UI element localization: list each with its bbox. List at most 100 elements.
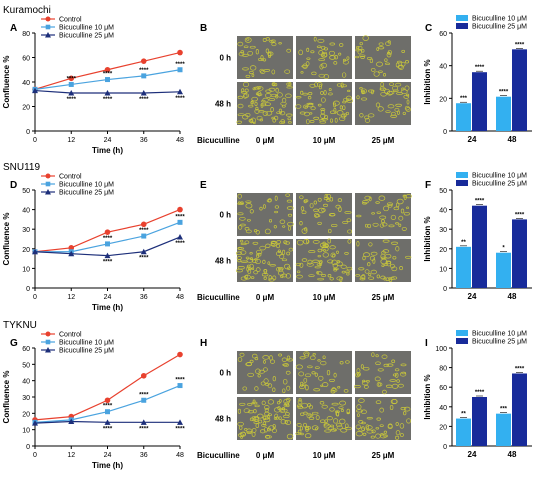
data-point: [140, 221, 147, 228]
legend-swatch: [456, 23, 468, 29]
legend-label: Bicuculline 10 μM: [59, 182, 114, 189]
cell-outline: [380, 219, 385, 224]
x-tick-label: 24: [104, 294, 112, 301]
cell-outline: [251, 353, 258, 359]
cell-outline: [356, 214, 362, 218]
cell-outline: [263, 360, 266, 364]
micrograph-image: [355, 82, 411, 125]
data-point: [140, 419, 147, 425]
cell-outline: [360, 55, 365, 59]
legend-marker: [45, 32, 51, 38]
cell-outline: [308, 416, 315, 420]
cell-outline: [256, 253, 260, 259]
x-axis-title: Time (h): [92, 461, 123, 470]
cell-outline: [372, 258, 376, 264]
dose-column-label: 25 μM: [372, 136, 395, 145]
cell-outline: [342, 220, 349, 224]
cell-outline: [305, 238, 309, 244]
significance-label: ****: [103, 97, 113, 103]
legend-swatch: [456, 338, 468, 344]
cell-outline: [306, 57, 311, 60]
cell-outline: [364, 195, 371, 201]
cell-outline: [285, 193, 290, 197]
cell-outline: [261, 423, 267, 427]
cell-outline: [356, 413, 360, 417]
x-tick-label: 0: [33, 294, 37, 301]
cell-outline: [343, 113, 347, 118]
cell-outline: [271, 428, 277, 434]
cell-outline: [295, 104, 302, 109]
cell-outline: [250, 276, 255, 279]
micrograph-image: [355, 36, 411, 79]
cell-outline: [286, 251, 291, 256]
cell-outline: [368, 273, 372, 277]
cell-outline: [329, 277, 334, 281]
cell-outline: [361, 421, 366, 425]
cell-outline: [237, 202, 244, 205]
cell-outline: [303, 351, 310, 356]
cell-outline: [338, 406, 344, 409]
cell-outline: [313, 208, 319, 212]
cell-outline: [401, 61, 406, 67]
cell-outline: [300, 206, 305, 211]
cell-outline: [270, 240, 277, 245]
cell-outline: [375, 102, 381, 108]
cell-outline: [262, 367, 268, 372]
cell-outline: [240, 223, 246, 227]
cell-outline: [299, 426, 303, 431]
x-tick-label: 12: [67, 137, 75, 144]
micrograph-cell: [236, 81, 293, 125]
cell-outline: [286, 85, 293, 89]
cell-outline: [389, 379, 397, 382]
y-tick-label: 0: [443, 286, 447, 293]
cell-outline: [317, 248, 323, 253]
cell-outline: [249, 252, 253, 255]
cell-outline: [263, 276, 267, 280]
category-label: 48: [508, 135, 517, 144]
cell-outline: [311, 71, 317, 76]
cell-outline: [313, 212, 320, 218]
cell-outline: [337, 386, 341, 389]
cell-outline: [385, 277, 390, 282]
cell-outline: [277, 406, 281, 410]
y-axis-title: Confluence %: [2, 371, 11, 424]
cell-outline: [311, 411, 319, 415]
cell-outline: [327, 259, 334, 264]
significance-label: ***: [500, 407, 508, 413]
cell-outline: [331, 254, 336, 258]
cell-outline: [333, 102, 337, 108]
cell-outline: [389, 82, 395, 86]
cell-outline: [246, 430, 253, 434]
cell-outline: [296, 423, 302, 427]
cell-outline: [317, 197, 322, 202]
cell-outline: [367, 223, 371, 229]
cell-outline: [400, 432, 404, 438]
cell-outline: [333, 428, 337, 431]
cell-outline: [375, 426, 380, 430]
cell-outline: [300, 90, 304, 95]
cell-outline: [285, 113, 293, 117]
cell-outline: [274, 205, 280, 209]
cell-outline: [378, 42, 384, 46]
cell-outline: [297, 405, 304, 409]
legend-marker: [45, 173, 51, 179]
cell-outline: [387, 423, 393, 429]
cell-outline: [382, 239, 390, 243]
legend-label: Bicuculline 10 μM: [472, 16, 527, 23]
line-chart: 0 10 20 30 40 50 0 12 24 36 48 Confluence % Time (h)…: [2, 173, 185, 312]
cell-outline: [323, 203, 328, 208]
y-tick-label: 30: [22, 395, 30, 402]
cell-outline: [298, 49, 304, 56]
cell-outline: [311, 371, 316, 375]
data-point: [68, 75, 75, 82]
cell-outline: [317, 254, 322, 258]
cell-outline: [255, 249, 263, 255]
cell-outline: [262, 415, 269, 421]
cell-outline: [324, 429, 332, 433]
cell-outline: [335, 204, 341, 209]
cell-outline: [385, 110, 391, 113]
cell-outline: [389, 404, 394, 411]
cell-outline: [392, 89, 399, 92]
